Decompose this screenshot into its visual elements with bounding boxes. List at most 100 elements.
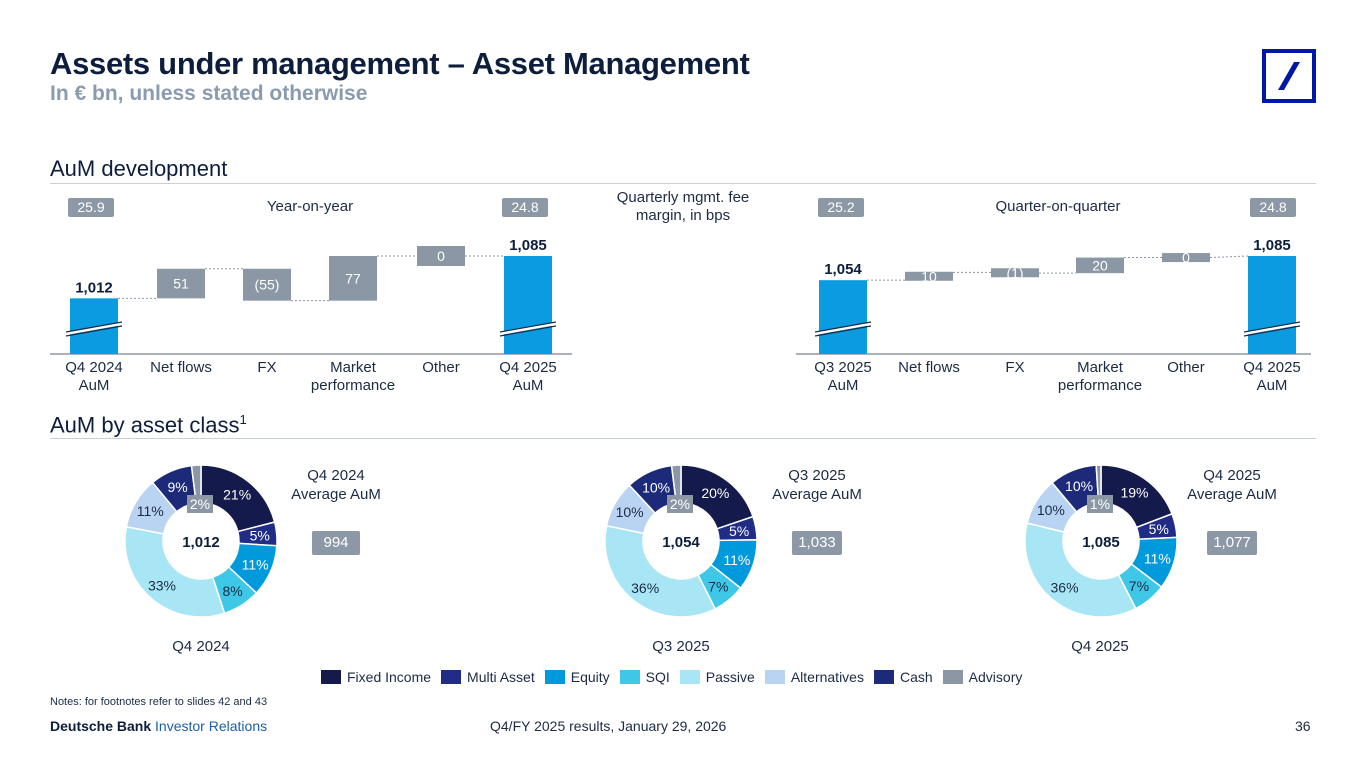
legend-swatch xyxy=(679,670,700,684)
legend-item: Equity xyxy=(544,669,610,685)
legend-swatch xyxy=(764,670,785,684)
bar-total xyxy=(819,280,867,354)
side-label-line2: Average AuM xyxy=(291,486,381,503)
bar-total xyxy=(504,256,552,354)
category-label: Market xyxy=(330,359,377,376)
category-label: FX xyxy=(1005,359,1024,376)
legend-swatch xyxy=(544,670,565,684)
legend-label: Fixed Income xyxy=(347,669,432,685)
slice-label: 9% xyxy=(167,479,187,495)
axis-break-line xyxy=(499,321,557,333)
category-label: AuM xyxy=(513,377,544,394)
slice-label: 10% xyxy=(1037,502,1065,518)
slice-label: 11% xyxy=(137,503,164,519)
legend-swatch xyxy=(441,670,462,684)
bar-value-label: 51 xyxy=(173,276,189,292)
page-number: 36 xyxy=(1295,718,1311,734)
connector-line xyxy=(1209,255,1249,259)
section-rule xyxy=(50,438,1316,439)
side-label-line2: Average AuM xyxy=(1187,486,1277,503)
axis-break-gap xyxy=(815,322,871,335)
bar-step xyxy=(1076,257,1124,274)
axis-break-line xyxy=(65,321,123,333)
axis-break-gap xyxy=(66,322,122,335)
page-title: Assets under management – Asset Manageme… xyxy=(50,46,750,81)
asset-class-legend: Fixed Income Multi Asset Equity SQI Passive A… xyxy=(321,669,1032,685)
advisory-label-box xyxy=(1087,495,1113,513)
legend-label: Equity xyxy=(570,669,610,685)
donut-caption: Q3 2025 xyxy=(652,638,710,655)
donut-q3-2025: 20%5%11%7%36%10%10%2%1,054 xyxy=(604,464,758,618)
slice-label: 10% xyxy=(1065,478,1093,494)
legend-swatch xyxy=(873,670,894,684)
brand-footer: Deutsche Bank Investor Relations xyxy=(50,718,267,734)
slice-label: 19% xyxy=(1120,484,1148,500)
slice-label: 5% xyxy=(1149,521,1169,537)
slice-label: 11% xyxy=(242,556,269,572)
slice-label: 33% xyxy=(148,577,176,593)
brand-department: Investor Relations xyxy=(155,718,268,734)
legend-label: Passive xyxy=(705,669,755,685)
legend-item: Alternatives xyxy=(764,669,864,685)
category-label: Q4 2025 xyxy=(1243,359,1301,376)
category-label: AuM xyxy=(828,377,859,394)
axis-break-line xyxy=(814,325,872,337)
category-label: Q4 2025 xyxy=(499,359,557,376)
slice-label: 21% xyxy=(223,486,251,502)
slice-label: 11% xyxy=(1144,551,1171,567)
donut-slice xyxy=(124,525,226,618)
legend-item: Passive xyxy=(679,669,755,685)
footnotes: Notes: for footnotes refer to slides 42 … xyxy=(50,696,268,708)
bar-step xyxy=(329,256,377,301)
legend-swatch xyxy=(942,670,963,684)
donut-slice xyxy=(604,524,717,618)
bar-value-label: 0 xyxy=(1182,250,1190,266)
page-subtitle: In € bn, unless stated otherwise xyxy=(50,82,368,105)
side-label-line1: Q3 2025 xyxy=(788,467,846,484)
slice-label: 10% xyxy=(616,504,644,520)
axis-break-line xyxy=(1243,325,1301,337)
legend-label: Alternatives xyxy=(790,669,864,685)
bar-value-label: 0 xyxy=(437,248,445,264)
bar-value-label: 10 xyxy=(921,268,937,284)
legend-swatch xyxy=(321,670,341,684)
category-label: performance xyxy=(1058,377,1142,394)
axis-break-line xyxy=(1243,321,1301,333)
donut-center-label: 1,085 xyxy=(1082,534,1120,551)
slice-label: 36% xyxy=(631,580,659,596)
donut-side-label: Q4 2025 Average AuM xyxy=(1172,466,1292,504)
advisory-label-box xyxy=(667,495,693,513)
donut-q4-2024: 21%5%11%8%33%11%9%2%1,012 xyxy=(124,464,278,618)
donut-center-label: 1,012 xyxy=(182,534,220,551)
bar-value-label: (1) xyxy=(1006,265,1023,281)
bar-value-label: (55) xyxy=(255,277,280,293)
donut-q4-2025: 19% 5% 11% 7% 36% 10%10% 1% 1,085 xyxy=(1024,464,1178,618)
fee-margin-label: Quarterly mgmt. fee margin, in bps xyxy=(616,189,750,224)
axis-break-line xyxy=(499,325,557,337)
legend-item: Advisory xyxy=(942,669,1023,685)
bar-step xyxy=(991,268,1039,278)
legend-swatch xyxy=(619,670,640,684)
side-label-line1: Q4 2024 xyxy=(307,467,365,484)
bar-step xyxy=(417,246,465,266)
bar-value-label: 1,054 xyxy=(824,261,862,278)
donut-center-label: 1,054 xyxy=(662,534,700,551)
donut-caption: Q4 2025 xyxy=(1071,638,1129,655)
donut-side-label: Q3 2025 Average AuM xyxy=(757,466,877,504)
slice-label: 8% xyxy=(222,583,242,599)
fee-margin-badge-right: 24.8 xyxy=(1250,198,1296,217)
deutsche-bank-logo-icon xyxy=(1262,49,1316,103)
side-label-line2: Average AuM xyxy=(772,486,862,503)
category-label: Market xyxy=(1077,359,1124,376)
donut-slice xyxy=(1024,522,1137,618)
slice-label: 20% xyxy=(701,485,729,501)
average-aum-badge: 1,077 xyxy=(1207,531,1257,555)
legend-item: Fixed Income xyxy=(321,669,431,685)
legend-label: Advisory xyxy=(968,669,1023,685)
donut-caption: Q4 2024 xyxy=(172,638,230,655)
bar-total xyxy=(1248,256,1296,354)
category-label: Q4 2024 xyxy=(65,359,123,376)
legend-label: Cash xyxy=(899,669,933,685)
section-title-aum-development: AuM development xyxy=(50,156,228,181)
